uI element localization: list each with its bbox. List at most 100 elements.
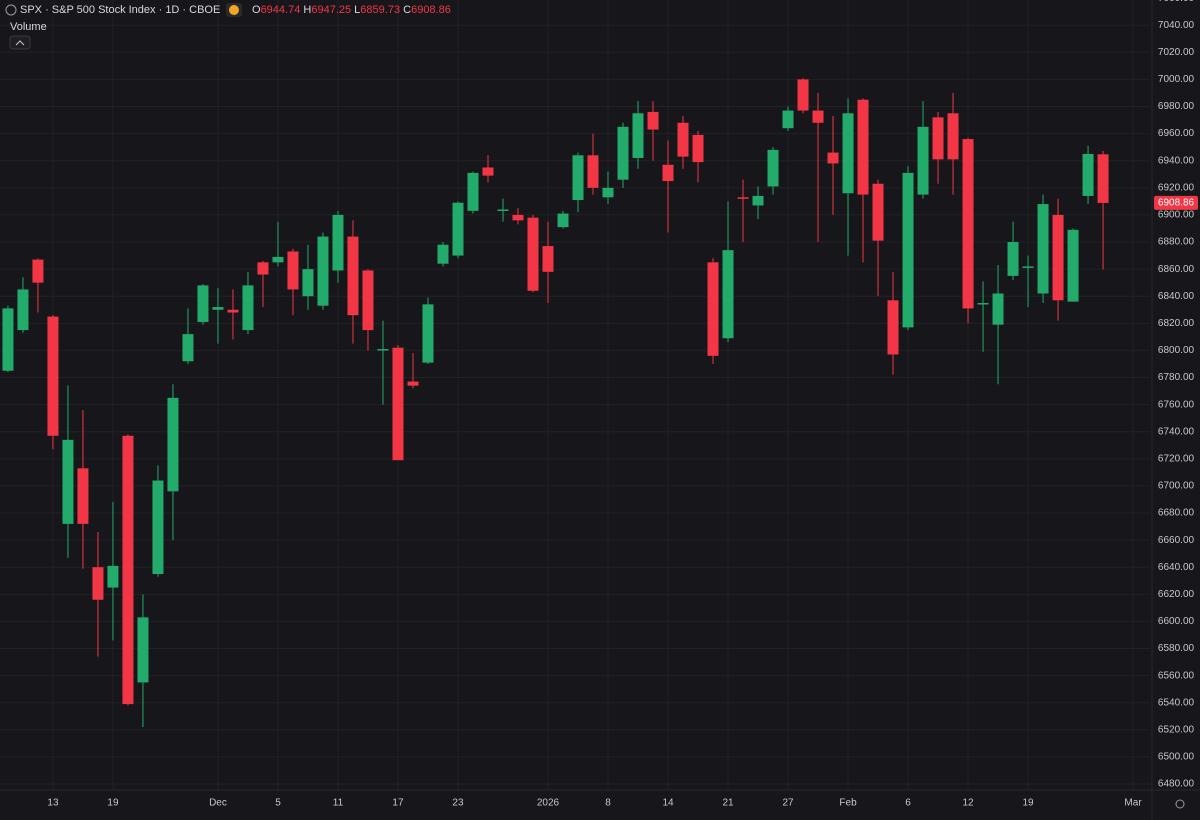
candle-body <box>467 172 479 211</box>
candle-body <box>1007 242 1019 276</box>
candle-body <box>1052 214 1064 301</box>
x-tick-label: 2026 <box>537 798 560 809</box>
clock-icon <box>229 5 239 15</box>
candle-body <box>212 307 224 310</box>
candle-body <box>347 236 359 316</box>
x-tick-label: 27 <box>782 798 794 809</box>
x-tick-label: Mar <box>1124 798 1142 809</box>
collapse-icon <box>15 40 25 46</box>
candle-body <box>887 300 899 355</box>
candle-body <box>677 122 689 157</box>
x-tick-label: 13 <box>47 798 59 809</box>
ohlc-value: 6947.25 <box>311 4 351 16</box>
candle-body <box>332 214 344 271</box>
candle-body <box>227 309 239 313</box>
candle-body <box>17 289 29 331</box>
candle-body <box>137 617 149 683</box>
candle-body <box>422 304 434 363</box>
candle-body <box>152 480 164 575</box>
candle-body <box>287 251 299 290</box>
x-tick-label: 8 <box>605 798 611 809</box>
candle-body <box>2 308 14 371</box>
x-tick-label: 14 <box>662 798 674 809</box>
price-badge-label: 6908.86 <box>1158 198 1195 209</box>
candle-body <box>272 256 284 263</box>
candle-body <box>452 202 464 256</box>
candle-body <box>812 110 824 123</box>
candle-body <box>407 381 419 386</box>
y-tick-label: 6520.00 <box>1158 724 1195 735</box>
candle-body <box>917 126 929 195</box>
x-tick-label: 21 <box>722 798 734 809</box>
candle-body <box>1037 204 1049 294</box>
candle-body <box>797 79 809 111</box>
candle-body <box>782 110 794 129</box>
y-tick-label: 6800.00 <box>1158 345 1195 356</box>
candle-body <box>362 270 374 331</box>
x-tick-label: 5 <box>275 798 281 809</box>
candle-body <box>257 262 269 275</box>
y-tick-label: 6880.00 <box>1158 237 1195 248</box>
y-tick-label: 6760.00 <box>1158 399 1195 410</box>
x-tick-label: Dec <box>209 798 227 809</box>
candle-body <box>527 217 539 291</box>
candle-body <box>977 302 989 305</box>
x-tick-label: Feb <box>839 798 857 809</box>
candle-body <box>617 126 629 180</box>
collapse-button[interactable] <box>9 35 31 50</box>
y-tick-label: 6660.00 <box>1158 535 1195 546</box>
settings-icon[interactable] <box>1175 799 1185 809</box>
candle-body <box>77 468 89 524</box>
candles <box>2 78 1109 728</box>
candle-body <box>1082 153 1094 196</box>
y-tick-label: 6540.00 <box>1158 697 1195 708</box>
y-tick-label: 7020.00 <box>1158 47 1195 58</box>
candle-body <box>1067 229 1079 302</box>
grid <box>0 0 1150 790</box>
candle-body <box>932 117 944 160</box>
x-tick-label: 19 <box>1022 798 1034 809</box>
ohlc-value: 6944.74 <box>261 4 301 16</box>
candle-body <box>1022 266 1034 268</box>
ohlc-label: H <box>303 4 311 16</box>
chart-title: SPX · S&P 500 Stock Index · 1D · CBOE <box>20 4 220 16</box>
ohlc-label: C <box>403 4 411 16</box>
candle-body <box>572 155 584 201</box>
y-tick-label: 6580.00 <box>1158 643 1195 654</box>
volume-label: Volume <box>10 21 47 33</box>
candle-body <box>947 113 959 160</box>
axes: 6480.00 6500.00 6520.00 6540.00 6560.00 6580.… <box>47 0 1198 809</box>
price-badge <box>1154 195 1198 210</box>
y-tick-label: 6720.00 <box>1158 453 1195 464</box>
candle-body <box>767 149 779 187</box>
candle-body <box>512 214 524 221</box>
x-tick-label: 12 <box>962 798 974 809</box>
candle-body <box>32 259 44 283</box>
y-tick-label: 7000.00 <box>1158 74 1195 85</box>
y-tick-label: 6700.00 <box>1158 481 1195 492</box>
y-tick-label: 7040.00 <box>1158 20 1195 31</box>
y-tick-label: 6780.00 <box>1158 372 1195 383</box>
symbol-icon[interactable] <box>5 4 17 16</box>
candle-body <box>242 285 254 331</box>
candle-body <box>62 439 74 524</box>
candle-body <box>962 139 974 309</box>
candle-body <box>377 349 389 351</box>
candle-body <box>872 183 884 241</box>
candle-body <box>482 167 494 176</box>
y-tick-label: 7060.00 <box>1158 0 1195 4</box>
candle-body <box>647 111 659 130</box>
ohlc-legend: O6944.74 H6947.25 L6859.73 C6908.86 <box>252 4 451 16</box>
x-tick-label: 6 <box>905 798 911 809</box>
y-tick-label: 6900.00 <box>1158 210 1195 221</box>
y-tick-label: 6560.00 <box>1158 670 1195 681</box>
candle-body <box>842 113 854 194</box>
candle-body <box>167 397 179 492</box>
x-tick-label: 19 <box>107 798 119 809</box>
candle-body <box>557 213 569 228</box>
candle-body <box>47 316 59 436</box>
candle-body <box>317 236 329 306</box>
candle-body <box>1097 154 1109 203</box>
candle-body <box>497 209 509 211</box>
